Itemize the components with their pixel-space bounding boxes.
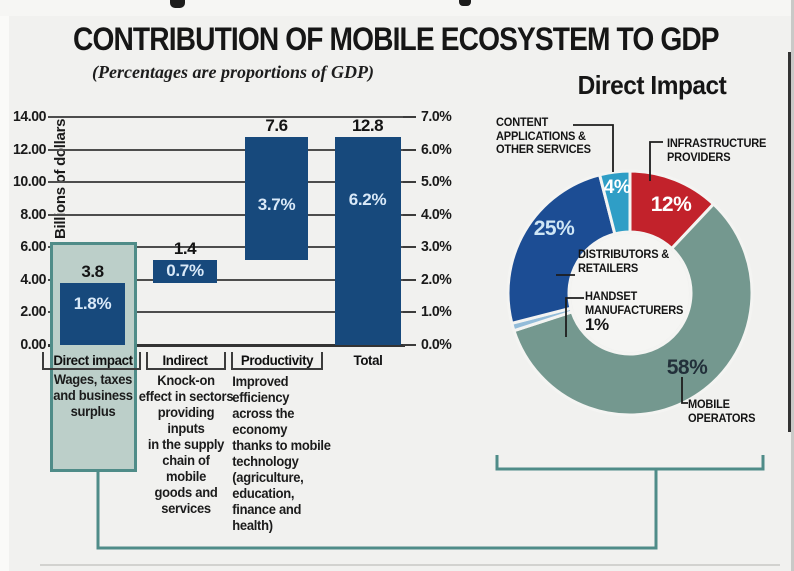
- category-bracket: [231, 352, 323, 370]
- page-title: CONTRIBUTION OF MOBILE ECOSYSTEM TO GDP: [73, 21, 720, 57]
- y-axis-tick-right: [403, 311, 416, 314]
- callout-line-handset: [565, 297, 584, 337]
- donut-slice-4%: [598, 169, 632, 236]
- donut-slice-label: MOBILE OPERATORS: [688, 397, 756, 425]
- gridline: [48, 213, 405, 216]
- scan-edge-left: [0, 0, 9, 571]
- scan-artifact: [40, 564, 780, 566]
- donut-bracket: [495, 455, 765, 471]
- y-axis-tick-right: [403, 116, 416, 118]
- bar-value-label: 1.4: [173, 239, 197, 259]
- scan-artifact: [788, 52, 791, 432]
- y-axis-tick-right: [403, 344, 416, 346]
- gridline: [48, 181, 405, 184]
- category-description: Wages, taxes and business surplus: [53, 372, 133, 419]
- bar-value-label: 7.6: [265, 115, 288, 135]
- scan-edge-top: [0, 0, 794, 16]
- bar-total: [334, 136, 401, 345]
- category-label: Total: [353, 352, 382, 368]
- donut-percent-label: 25%: [533, 217, 575, 240]
- bar-direct-impact: [60, 283, 125, 345]
- gridline: [48, 278, 405, 281]
- y-axis-tick-right: [403, 148, 416, 151]
- category-label: Productivity: [240, 352, 313, 368]
- y-axis-tick-label-right: 3.0%: [421, 238, 452, 256]
- category-description: Knock-on effect in sectors providing inp…: [138, 373, 234, 516]
- y-axis-tick-label-left: 6.00: [20, 238, 46, 256]
- category-bracket: [42, 352, 141, 370]
- donut-hole: [571, 234, 689, 352]
- donut-slice-label: INFRASTRUCTURE PROVIDERS: [667, 136, 767, 164]
- y-axis-tick-label-left: 4.00: [20, 270, 46, 288]
- y-axis-tick-label-right: 4.0%: [421, 205, 452, 223]
- gridline: [48, 148, 405, 151]
- category-bracket: [146, 352, 226, 370]
- connector-box-to-donut: [96, 469, 658, 550]
- gridline: [48, 116, 405, 118]
- y-axis-tick-label-right: 6.0%: [421, 140, 452, 158]
- y-axis-tick-right: [403, 246, 416, 249]
- bar-indirect: [153, 260, 217, 284]
- page-subtitle: (Percentages are proportions of GDP): [92, 62, 374, 82]
- scan-artifact: [170, 0, 185, 8]
- y-axis-tick-label-right: 0.0%: [421, 336, 452, 353]
- y-axis-tick-label-left: 0.00: [20, 336, 46, 353]
- donut-slice-label: CONTENT APPLICATIONS & OTHER SERVICES: [496, 115, 591, 156]
- y-axis-tick-right: [403, 213, 416, 216]
- y-axis-tick-label-left: 14.00: [13, 108, 47, 125]
- y-axis-tick-label-right: 2.0%: [421, 270, 452, 288]
- y-axis-tick-label-left: 2.00: [20, 303, 46, 321]
- bar-percent-label: 0.7%: [166, 260, 204, 280]
- category-label: Indirect: [162, 352, 208, 368]
- y-axis-tick-label-right: 1.0%: [421, 303, 452, 321]
- donut-percent-label: 4%: [603, 177, 631, 198]
- donut-slice-label: HANDSET MANUFACTURERS: [585, 289, 684, 317]
- callout-line-content-applications: [573, 124, 614, 172]
- bar-percent-label: 1.8%: [73, 294, 112, 314]
- donut-chart-title: Direct Impact: [577, 70, 727, 100]
- gridline: [48, 343, 405, 347]
- category-description: Improved efficiency across the economy t…: [232, 374, 331, 533]
- bar-percent-label: 3.7%: [257, 194, 296, 214]
- scan-artifact: [791, 0, 794, 571]
- y-axis-tick-label-left: 12.00: [13, 140, 47, 158]
- bar-value-label: 3.8: [81, 262, 104, 282]
- y-axis-tick-label-left: 10.00: [13, 173, 47, 191]
- category-label: Direct impact: [52, 352, 133, 368]
- callout-line-infrastructure: [649, 141, 663, 181]
- bar-percent-label: 6.2%: [348, 190, 387, 210]
- donut-slice-label: DISTRIBUTORS & RETAILERS: [578, 247, 670, 275]
- y-axis-tick-right: [403, 278, 416, 281]
- direct-impact-highlight-box: [50, 242, 137, 472]
- callout-line-mobile-operators: [681, 377, 688, 404]
- gridline: [48, 246, 405, 249]
- bar-productivity: [245, 136, 308, 261]
- donut-percent-label: 58%: [666, 356, 708, 379]
- donut-slice-25%: [506, 173, 617, 325]
- y-axis-tick-right: [403, 181, 416, 184]
- y-axis-tick-label-right: 5.0%: [421, 173, 452, 191]
- donut-percent-label: 12%: [650, 193, 692, 216]
- bar-value-label: 12.8: [351, 115, 384, 135]
- gridline: [48, 311, 405, 314]
- donut-percent-label: 1%: [585, 315, 609, 334]
- y-axis-tick-label-left: 8.00: [20, 205, 46, 223]
- donut-slice-58%: [512, 202, 754, 417]
- y-axis-tick-label-right: 7.0%: [421, 108, 452, 125]
- scan-artifact: [459, 0, 471, 6]
